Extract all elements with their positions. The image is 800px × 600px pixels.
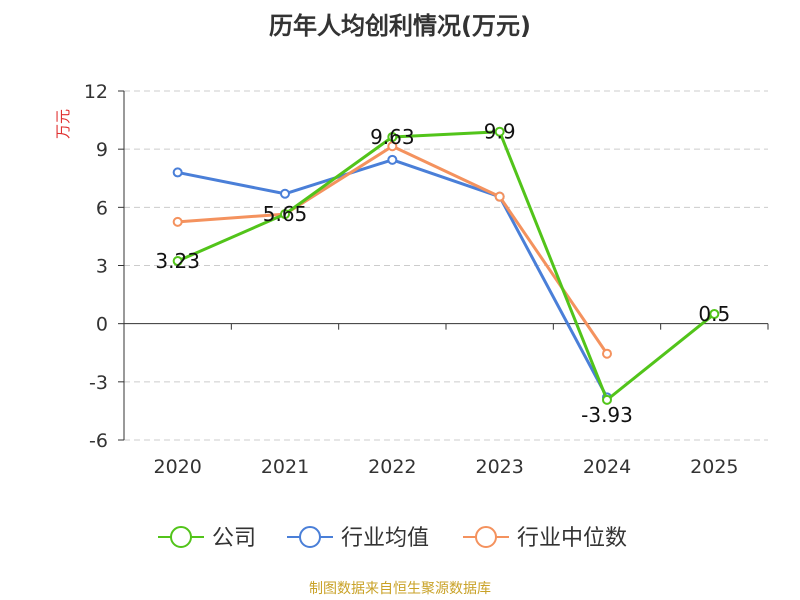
x-tick-label: 2022 [368, 456, 416, 478]
legend-swatch-marker [170, 526, 192, 548]
y-tick-label: -6 [89, 430, 108, 452]
data-label: 0.5 [698, 302, 730, 326]
data-point [387, 154, 398, 165]
data-point [602, 348, 612, 359]
data-label: 5.65 [263, 202, 308, 226]
data-point [387, 131, 398, 142]
x-tick-label: 2023 [475, 456, 523, 478]
data-labels: 3.23 5.65 9.63 9.9 -3.93 0.5 [155, 120, 730, 427]
data-label: 3.23 [155, 249, 200, 273]
source-note: 制图数据来自恒生聚源数据库 [309, 581, 491, 597]
data-label: -3.93 [581, 403, 633, 427]
series-0 [172, 126, 720, 405]
series-line [177, 158, 609, 399]
data-point [494, 191, 505, 202]
data-point [280, 209, 290, 220]
series-lines [172, 126, 720, 405]
grid-lines [124, 90, 768, 441]
data-point [387, 141, 398, 152]
data-point [602, 394, 612, 405]
legend-item[interactable]: 公司 [158, 526, 256, 551]
chart-title: 历年人均创利情况(万元) [269, 12, 531, 40]
legend-item[interactable]: 行业均值 [287, 526, 429, 551]
y-tick-label: 0 [96, 314, 108, 336]
y-tick-label: 9 [96, 139, 108, 161]
series-1 [172, 154, 612, 403]
legend-label: 行业中位数 [517, 526, 627, 551]
data-label: 9.9 [484, 120, 516, 144]
y-tick-label: 3 [96, 256, 108, 278]
data-point [280, 188, 290, 199]
legend-swatch-marker [475, 526, 497, 548]
data-point [172, 256, 183, 267]
data-point [172, 167, 183, 178]
legend-item[interactable]: 行业中位数 [463, 526, 627, 551]
data-point [709, 308, 720, 319]
y-tick-label: 6 [96, 197, 108, 219]
axes: 12 9 6 3 0 -3 -6 2020 2021 2022 2023 2024 2025 [84, 81, 769, 478]
y-tick-label: -3 [89, 372, 108, 394]
legend-swatch-marker [299, 526, 321, 548]
y-axis-label: 万元 [54, 109, 72, 139]
data-label: 9.63 [370, 125, 415, 149]
x-tick-label: 2020 [153, 456, 201, 478]
data-point [172, 216, 183, 227]
series-line [177, 144, 609, 355]
x-tick-label: 2021 [261, 456, 309, 478]
legend-label: 公司 [212, 526, 256, 551]
legend[interactable]: 公司 行业均值 行业中位数 [158, 526, 627, 551]
series-line [177, 130, 716, 402]
data-point [494, 126, 505, 137]
x-tick-label: 2025 [690, 456, 738, 478]
legend-label: 行业均值 [341, 526, 429, 551]
x-tick-label: 2024 [583, 456, 631, 478]
y-tick-label: 12 [84, 81, 108, 103]
